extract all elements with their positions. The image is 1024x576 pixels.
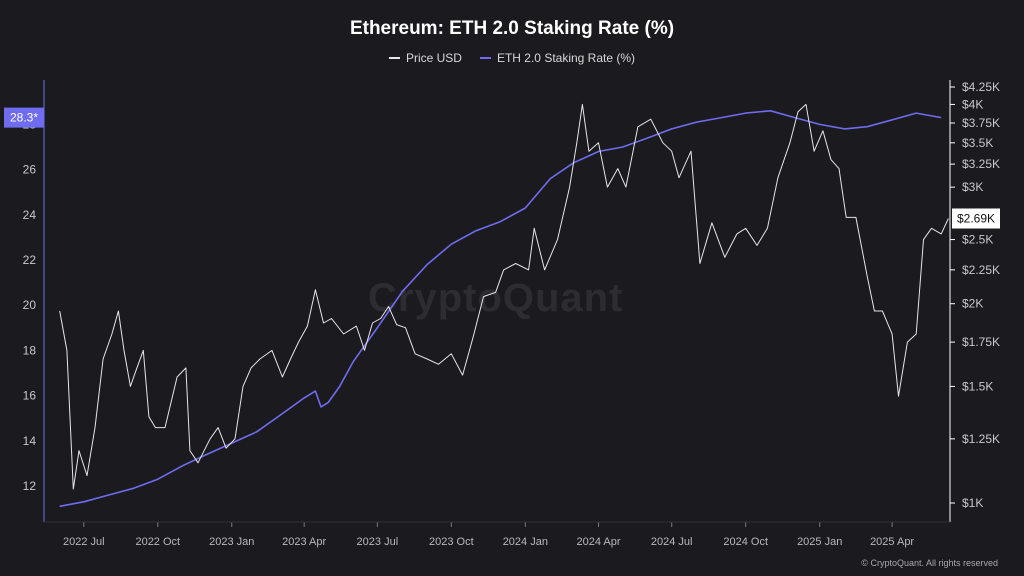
price-value-badge-text: $2.69K <box>957 211 995 225</box>
x-tick-label: 2025 Apr <box>870 536 914 548</box>
left-tick-label: 24 <box>23 208 37 222</box>
x-tick-label: 2022 Jul <box>63 536 105 548</box>
left-tick-label: 20 <box>23 298 37 312</box>
left-tick-label: 18 <box>23 343 37 357</box>
right-tick-label: $2.25K <box>962 263 1000 277</box>
x-tick-label: 2022 Oct <box>135 536 180 548</box>
right-tick-label: $3.5K <box>962 136 993 150</box>
left-tick-label: 14 <box>23 434 37 448</box>
staking-value-badge <box>4 107 44 128</box>
right-tick-label: $2K <box>962 297 983 311</box>
x-tick-label: 2025 Jan <box>797 536 842 548</box>
chart-title: Ethereum: ETH 2.0 Staking Rate (%) <box>349 18 675 39</box>
right-tick-label: $3K <box>962 180 983 194</box>
price-value-badge <box>952 208 1000 229</box>
right-tick-label: $4.25K <box>962 80 1000 94</box>
price-swatch <box>388 57 400 59</box>
right-tick-label: $1.25K <box>962 432 1000 446</box>
x-tick-label: 2024 Oct <box>723 536 768 548</box>
staking-value-badge-text: 28.3* <box>10 111 38 125</box>
price-usd-line <box>59 103 949 490</box>
right-tick-label: $1.75K <box>962 335 1000 349</box>
x-tick-label: 2024 Jul <box>651 536 693 548</box>
staking-swatch <box>479 57 491 59</box>
right-tick-label: $2.5K <box>962 233 993 247</box>
x-tick-label: 2024 Jan <box>503 536 548 548</box>
legend-item-price[interactable]: Price USD <box>388 51 462 65</box>
left-tick-label: 26 <box>23 163 37 177</box>
left-tick-label: 12 <box>23 479 37 493</box>
right-tick-label: $3.25K <box>962 157 1000 171</box>
right-tick-label: $1K <box>962 496 983 510</box>
right-tick-label: $1.5K <box>962 379 993 393</box>
x-tick-label: 2023 Apr <box>282 536 326 548</box>
right-tick-label: $4K <box>962 97 983 111</box>
copyright: © CryptoQuant. All rights reserved <box>861 558 998 568</box>
x-tick-label: 2023 Jul <box>357 536 399 548</box>
left-tick-label: 16 <box>23 389 37 403</box>
legend-staking-label: ETH 2.0 Staking Rate (%) <box>496 51 636 65</box>
legend: Price USD ETH 2.0 Staking Rate (%) <box>0 51 1024 65</box>
staking-rate-line <box>59 110 942 508</box>
legend-item-staking[interactable]: ETH 2.0 Staking Rate (%) <box>479 51 636 65</box>
right-tick-label: $3.75K <box>962 116 1000 130</box>
legend-price-label: Price USD <box>405 51 462 65</box>
x-tick-label: 2023 Oct <box>429 536 474 548</box>
left-tick-label: 22 <box>23 253 37 267</box>
x-tick-label: 2023 Jan <box>209 536 254 548</box>
x-tick-label: 2024 Apr <box>577 536 621 548</box>
